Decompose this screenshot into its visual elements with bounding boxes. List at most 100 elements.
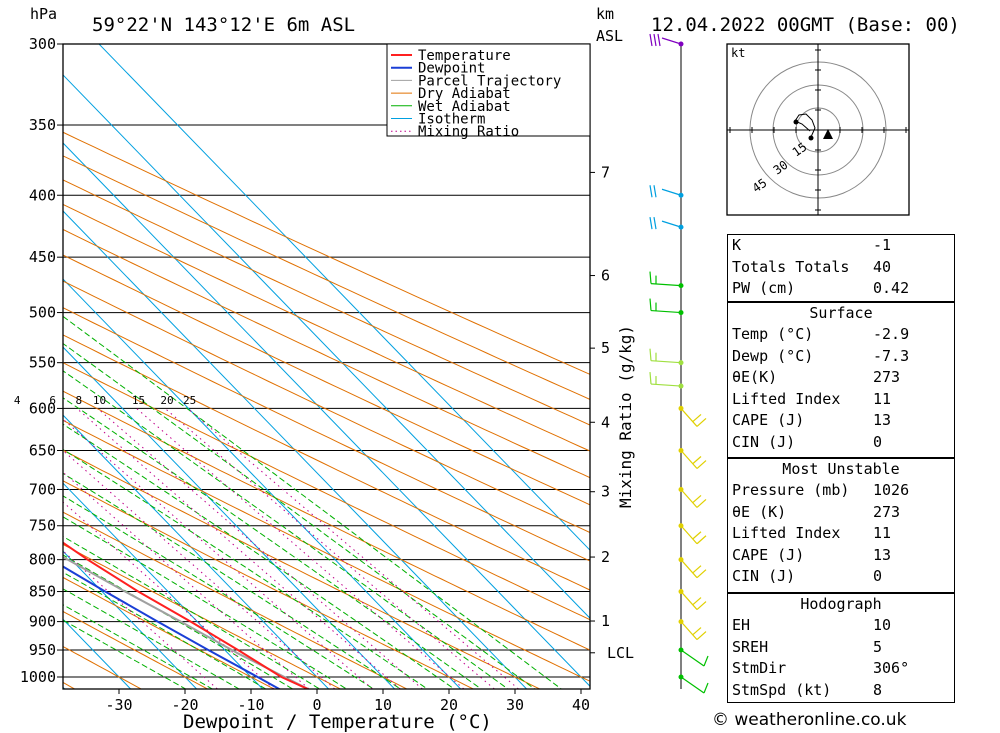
wind-barb-shaft (680, 489, 698, 508)
wind-barb-feather (649, 372, 652, 385)
sreh-value: 5 (873, 637, 883, 656)
stmdir-value: 306° (873, 659, 910, 678)
wind-barb-feather (657, 33, 661, 47)
km-label: 6 (601, 267, 610, 285)
plot-frame (62, 43, 591, 690)
wind-barb-shaft (661, 188, 682, 196)
dry-adiabat-line (63, 511, 408, 689)
wet-adiabat-line (63, 315, 563, 689)
wind-profile (649, 33, 709, 694)
isotherm-line (63, 550, 198, 689)
hodo-row-sreh: SREH 5 (728, 637, 954, 659)
indices-panel: K -1 Totals Totals 40 PW (cm) 0.42 (727, 234, 955, 302)
wind-barb-shaft (650, 309, 682, 314)
wind-barb-feather (696, 460, 707, 469)
surface-theta-e-value: 273 (873, 368, 901, 387)
pw-value: 0.42 (873, 279, 910, 298)
mu-row-theta-e: θE (K) 273 (728, 502, 954, 524)
legend-entry: Isotherm (418, 112, 485, 128)
wind-barb-feather (649, 217, 653, 230)
pressure-label: 550 (29, 354, 56, 372)
hodograph-panel: Hodograph EH 10 SREH 5 StmDir 306° StmSpd (… (727, 593, 955, 703)
isotherm-line (63, 414, 330, 689)
wind-barb-feather (692, 627, 702, 636)
k-label: K (732, 236, 742, 254)
wet-adiabat-line (63, 423, 456, 689)
pressure-label: 500 (29, 304, 56, 322)
surface-cape-label: CAPE (J) (732, 411, 805, 430)
pressure-label: 900 (29, 613, 56, 631)
mixing-ratio-line (164, 408, 496, 689)
mixing-ratio-line (187, 408, 520, 689)
wind-barb-feather (692, 413, 702, 422)
surface-row-cin: CIN (J) 0 (728, 432, 954, 454)
wind-barb-feather (703, 655, 709, 667)
wind-barb (649, 185, 682, 198)
surface-row-dewp: Dewp (°C) -7.3 (728, 346, 954, 368)
dry-adiabat-line (63, 228, 590, 479)
wet-adiabat-line (63, 588, 240, 689)
temperature-tick-label: -20 (171, 696, 198, 714)
sreh-label: SREH (732, 637, 769, 656)
wind-barb-feather (653, 217, 657, 230)
wind-barb-feather (653, 33, 657, 47)
wind-barb-feather (649, 298, 652, 311)
profile-layer (63, 541, 311, 689)
mu-row-cape: CAPE (J) 13 (728, 545, 954, 567)
index-row-k: K -1 (728, 235, 954, 257)
surface-dewp-label: Dewp (°C) (732, 346, 814, 365)
mu-cin-value: 0 (873, 567, 883, 586)
wind-barb-shaft (650, 383, 682, 387)
surface-temp-label: Temp (°C) (732, 325, 814, 343)
wet-adiabat-line (63, 448, 429, 689)
mixing-ratio-label: 10 (93, 394, 106, 407)
left-unit-label: hPa (30, 5, 57, 23)
wind-barb-shaft (680, 408, 698, 427)
dry-adiabat-line (63, 179, 590, 426)
temperature-tick-label: 30 (506, 696, 524, 714)
dry-adiabat-line (63, 280, 590, 534)
dry-adiabat-line (63, 307, 590, 562)
wind-barb (649, 217, 682, 230)
wind-barb-shaft (650, 360, 682, 364)
wind-barb-feather (696, 499, 707, 508)
mu-li-value: 11 (873, 524, 892, 543)
wet-adiabat-line (63, 495, 375, 689)
wind-barb-feather (696, 569, 707, 579)
wind-barb (680, 489, 707, 508)
mu-row-cin: CIN (J) 0 (728, 566, 954, 588)
tt-label: Totals Totals (732, 257, 850, 276)
dry-adiabat-line (63, 610, 209, 689)
credit-link[interactable]: © weatheronline.co.uk (712, 710, 907, 730)
km-label: 3 (601, 483, 610, 501)
surface-row-li: Lifted Index 11 (728, 389, 954, 411)
pressure-label: 300 (29, 35, 56, 53)
dry-adiabat-line (63, 254, 590, 506)
legend-entry: Dewpoint (418, 61, 485, 77)
wind-barb-feather (653, 185, 657, 198)
temperature-line (63, 541, 311, 689)
datetime-title: 12.04.2022 00GMT (Base: 00) (651, 14, 960, 36)
k-value: -1 (873, 236, 892, 254)
wind-barb-shaft (661, 37, 682, 45)
wind-barb-feather (692, 495, 702, 503)
hodograph-ring-label: 15 (790, 140, 810, 160)
stmspd-value: 8 (873, 680, 883, 699)
wind-barb-feather (703, 682, 709, 694)
mu-theta-e-label: θE (K) (732, 502, 787, 521)
wind-barb (680, 676, 709, 694)
wind-barb-feather (696, 535, 707, 545)
parcel-trajectory-line (63, 555, 311, 689)
isotherm-line (63, 482, 264, 689)
legend-entry: Mixing Ratio (418, 124, 519, 140)
legend-entry: Wet Adiabat (418, 99, 511, 115)
temperature-tick-label: 20 (440, 696, 458, 714)
km-label: 5 (601, 339, 610, 357)
frame-layer (57, 43, 595, 694)
mixing-ratio-label: 20 (160, 394, 173, 407)
surface-theta-e-label: θE(K) (732, 368, 778, 387)
most-unstable-title: Most Unstable (782, 460, 900, 478)
isotherm-line (63, 346, 396, 689)
isotherm-line (63, 210, 528, 689)
